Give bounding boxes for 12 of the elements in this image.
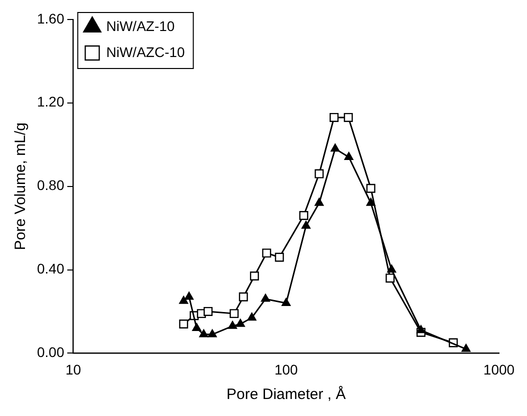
y-tick-label: 0.00 — [37, 344, 64, 360]
x-tick-label: 10 — [65, 361, 82, 378]
y-tick-label: 0.40 — [37, 260, 64, 277]
x-axis-title: Pore Diameter , Å — [226, 385, 346, 404]
y-tick-label: 1.60 — [37, 10, 64, 26]
y-tick-label: 1.20 — [37, 94, 64, 110]
y-axis-title: Pore Volume, mL/g — [12, 122, 30, 250]
x-tick-label: 100 — [274, 361, 298, 378]
y-tick-label: 0.80 — [37, 177, 64, 194]
legend-label: NiW/AZC-10 — [106, 44, 186, 60]
legend-label: NiW/AZ-10 — [106, 18, 175, 34]
x-tick-label: 1000 — [483, 361, 515, 378]
